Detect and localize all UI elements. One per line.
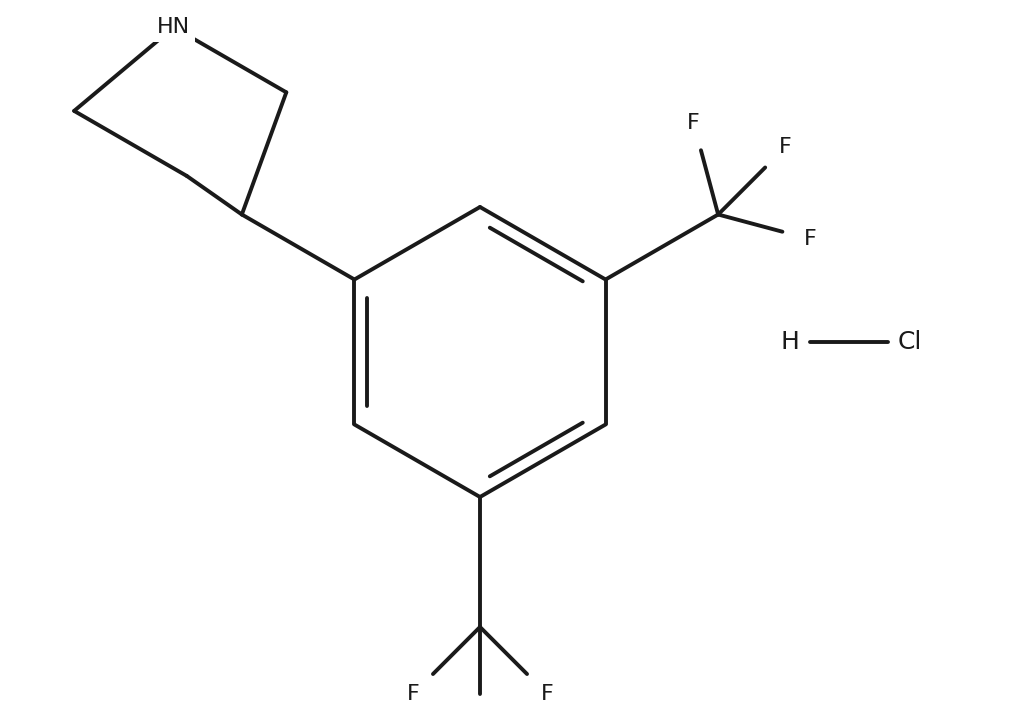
Text: F: F xyxy=(407,684,419,702)
Text: HN: HN xyxy=(157,18,190,37)
Text: F: F xyxy=(541,684,553,702)
Text: F: F xyxy=(804,229,816,249)
Text: F: F xyxy=(687,113,700,133)
Text: F: F xyxy=(779,138,792,157)
Text: H: H xyxy=(780,330,800,354)
Text: Cl: Cl xyxy=(898,330,923,354)
